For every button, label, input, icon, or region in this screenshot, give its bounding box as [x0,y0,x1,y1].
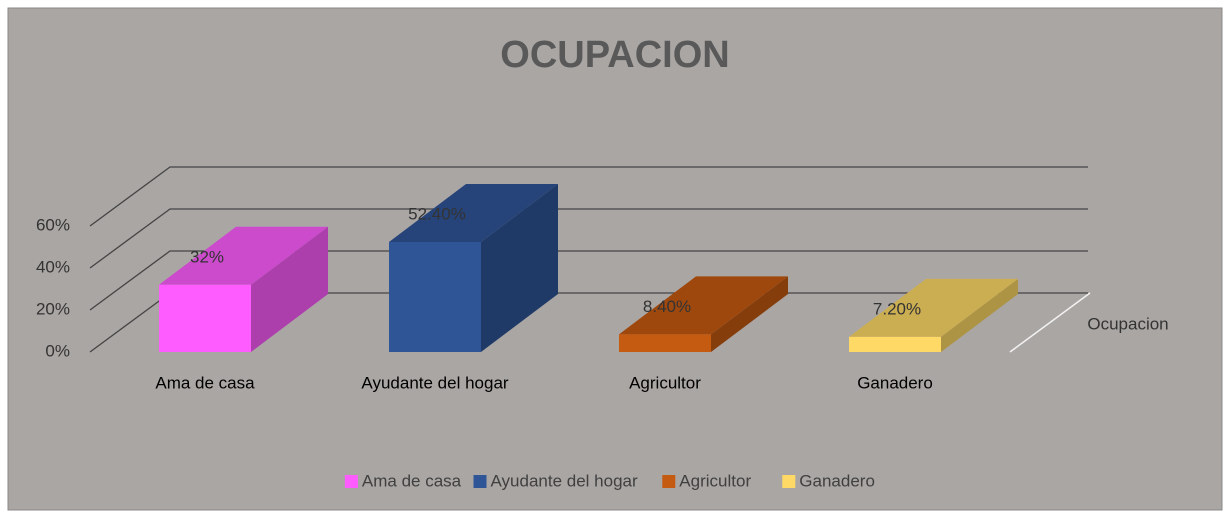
x-tick-label: Ama de casa [155,373,255,392]
value-label: 32% [190,247,224,266]
floor-edge [1009,292,1091,353]
grid-line [89,166,1088,227]
bar [849,278,1018,352]
bar-side [711,276,788,352]
bar-front [389,241,481,352]
grid-line [89,208,1088,269]
grid-line [89,250,1088,311]
bar-front [849,336,941,352]
legend-label: Ganadero [799,471,875,490]
bar-side [251,226,328,352]
bar [619,276,788,352]
y-tick-label: 0% [45,341,70,360]
legend-swatch [473,475,487,488]
value-label: 52.40% [408,204,466,223]
bar-top [619,276,788,335]
legend-swatch [662,475,676,488]
legend-label: Agricultor [679,471,751,490]
x-tick-label: Ayudante del hogar [361,373,508,392]
value-label: 8.40% [643,297,691,316]
bar [159,226,328,352]
chart-title: OCUPACION [500,34,729,76]
bar-side [941,278,1018,352]
bar-side [481,183,558,352]
legend-swatch [782,475,796,488]
bar-front [159,284,251,352]
legend-swatch [344,475,358,488]
value-label: 7.20% [873,299,921,318]
y-tick-label: 20% [36,299,70,318]
y-tick-label: 40% [36,257,70,276]
legend-label: Ama de casa [362,471,462,490]
depth-axis-label: Ocupacion [1087,314,1168,333]
bar-top [159,226,328,285]
x-tick-label: Agricultor [629,373,701,392]
x-tick-label: Ganadero [857,373,933,392]
bar-top [849,278,1018,337]
y-tick-label: 60% [36,215,70,234]
legend-label: Ayudante del hogar [491,471,638,490]
bar-front [619,334,711,352]
bar-top [389,183,558,242]
bar [389,183,558,352]
